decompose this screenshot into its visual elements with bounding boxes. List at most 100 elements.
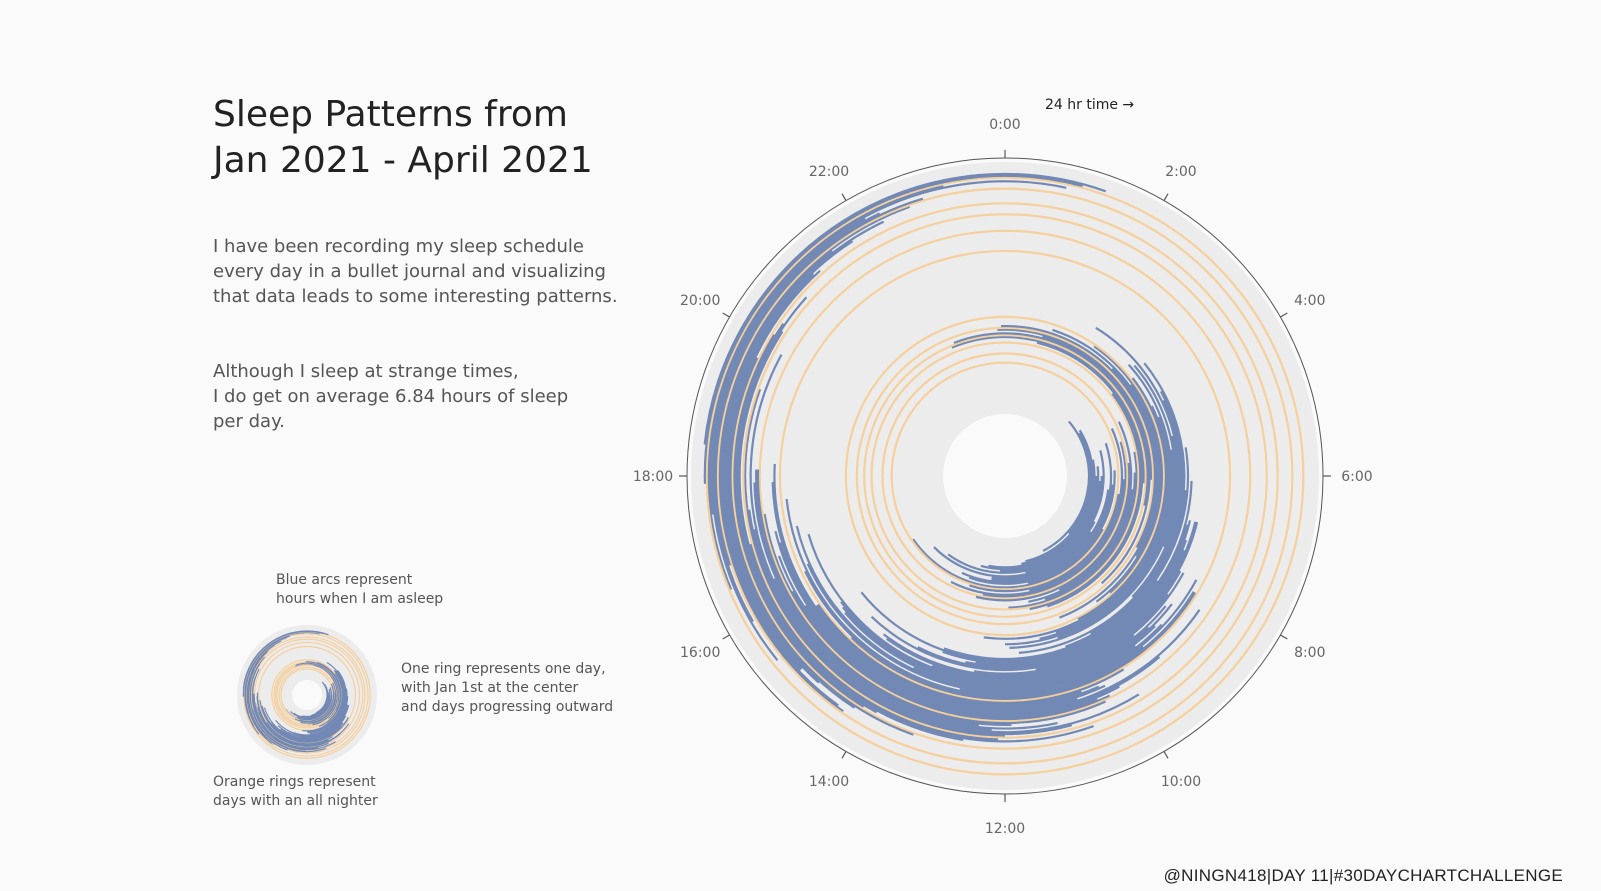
sleep-arc	[738, 330, 1094, 743]
all-nighter-ring	[890, 361, 1120, 591]
sleep-arc	[310, 676, 347, 735]
sleep-arc	[734, 322, 878, 714]
sleep-arc	[959, 579, 1198, 695]
sleep-arc	[749, 354, 992, 732]
sleep-arc	[733, 333, 865, 708]
sleep-arc	[860, 580, 1159, 662]
sleep-arc	[1044, 472, 1136, 601]
sleep-arc	[942, 480, 1193, 664]
sleep-arc	[815, 604, 1082, 706]
all-nighter-ring	[742, 213, 1268, 739]
tick-label: 14:00	[809, 774, 849, 790]
sleep-arc	[778, 555, 1120, 717]
sleep-arc	[1095, 383, 1162, 603]
day-rings	[686, 157, 1324, 795]
chart-title: Sleep Patterns from Jan 2021 - April 202…	[213, 92, 673, 184]
sleep-arc	[736, 296, 964, 741]
tick-label: 0:00	[989, 117, 1020, 133]
tick-label: 4:00	[1294, 293, 1325, 309]
sleep-arc	[961, 442, 1113, 584]
sleep-arc	[1058, 367, 1158, 619]
legend-blue-line: hours when I am asleep	[276, 591, 444, 607]
sleep-arc	[965, 520, 1192, 668]
sleep-arc	[1008, 451, 1138, 609]
intro-line: I have been recording my sleep schedule	[213, 236, 584, 257]
sleep-arc	[842, 606, 1150, 686]
tick-mark	[841, 193, 847, 201]
mini-rings	[237, 625, 377, 765]
sleep-arc	[748, 509, 1073, 736]
sleep-arc	[718, 205, 911, 713]
sleep-arc	[975, 462, 1131, 602]
sleep-arc	[1131, 399, 1182, 598]
sleep-arc	[804, 570, 1195, 699]
sleep-arc	[968, 484, 1114, 585]
all-nighter-ring	[778, 249, 1232, 703]
sleep-arc	[773, 463, 1100, 708]
sleep-arc	[1090, 362, 1186, 635]
tick-label: 12:00	[985, 821, 1025, 837]
tick-mark	[1280, 312, 1288, 318]
sleep-arc	[785, 498, 1144, 697]
sleep-arc	[1039, 363, 1173, 640]
sleep-arc	[1029, 427, 1124, 592]
tick-label: 2:00	[1165, 164, 1196, 180]
title-line-1: Sleep Patterns from	[213, 94, 568, 135]
all-nighter-ring	[250, 638, 364, 752]
sleep-arc	[1055, 416, 1171, 634]
sleep-arc	[756, 469, 1106, 725]
tick-label: 6:00	[1341, 469, 1372, 485]
sleep-arc	[991, 489, 1110, 582]
intro-line: that data leads to some interesting patt…	[213, 286, 618, 307]
all-nighter-ring	[731, 202, 1279, 750]
sleep-arc	[982, 441, 1127, 598]
legend-ring-line: One ring represents one day,	[401, 661, 606, 677]
tick-mark	[722, 634, 730, 640]
sleep-arc	[1001, 324, 1157, 549]
intro-paragraph: I have been recording my sleep schedule …	[213, 234, 643, 309]
all-nighter-ring	[716, 187, 1294, 765]
sleep-arc	[817, 603, 1125, 704]
radial-sleep-chart: 24 hr time → 0:00 2:00 4:00 6:00 8:00 10:00 12…	[633, 97, 1373, 837]
legend-ring-line: and days progressing outward	[401, 699, 614, 715]
sleep-arc	[931, 572, 1185, 681]
sleep-arc	[917, 539, 1188, 670]
sleep-arc	[720, 250, 839, 707]
sleep-arc	[774, 530, 1201, 714]
sleep-arc	[840, 601, 1167, 684]
sleep-arc	[980, 466, 1100, 571]
average-line: I do get on average 6.84 hours of sleep	[213, 386, 569, 407]
tick-label: 8:00	[1294, 645, 1325, 661]
sleep-arc	[975, 524, 1189, 666]
all-nighter-ring	[248, 636, 366, 754]
sleep-arc	[991, 531, 1092, 580]
sleep-arc	[1095, 326, 1180, 548]
all-nighter-ring	[855, 326, 1155, 626]
sleep-arc	[969, 493, 1120, 593]
sleep-arc	[763, 513, 1111, 721]
legend-orange-line: days with an all nighter	[213, 793, 378, 809]
sleep-arc	[1067, 432, 1092, 535]
sleep-arc	[711, 217, 866, 661]
all-nighter-ring	[870, 341, 1140, 611]
sleep-arc	[844, 603, 1173, 688]
sleep-arc	[913, 625, 1156, 690]
sleep-arc	[755, 469, 1012, 726]
sleep-arc	[1018, 390, 1184, 654]
tick-group: 0:00 2:00 4:00 6:00 8:00 10:00 12:00 14:00 16:00…	[633, 117, 1373, 837]
sleep-arc	[727, 269, 856, 709]
all-nighter-ring	[844, 315, 1166, 637]
sleep-arc	[712, 212, 881, 623]
sleep-arc	[999, 480, 1101, 573]
sleep-arc	[947, 475, 1103, 574]
sleep-arc	[779, 542, 1078, 712]
tick-label: 20:00	[680, 293, 720, 309]
sleep-arc	[744, 388, 1006, 737]
sleep-arc	[773, 578, 1058, 730]
tick-mark	[722, 312, 730, 318]
sleep-arc	[804, 604, 1161, 715]
sleep-arc	[997, 328, 1153, 480]
average-paragraph: Although I sleep at strange times, I do …	[213, 359, 643, 434]
sleep-arc	[729, 357, 914, 736]
tick-label: 22:00	[809, 164, 849, 180]
